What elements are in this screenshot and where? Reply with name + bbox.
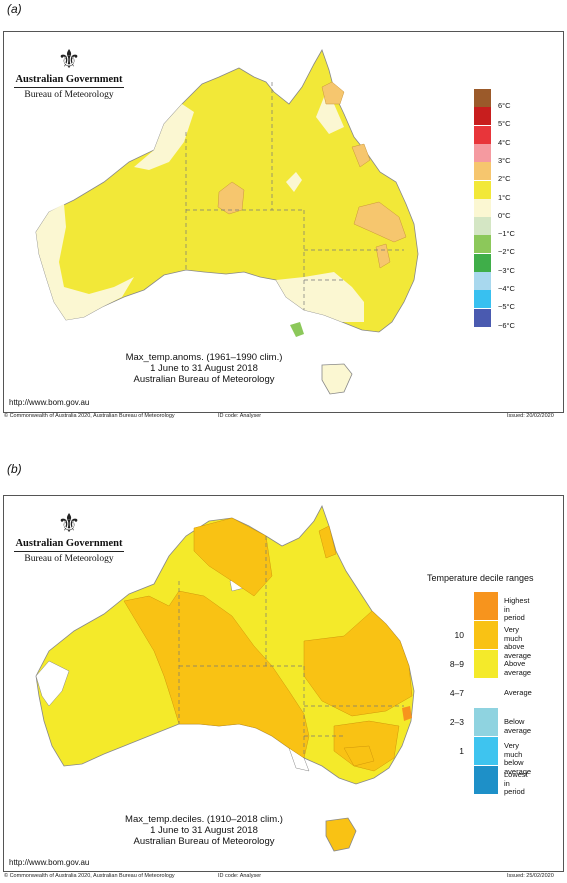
decile-legend-number: 10 xyxy=(454,630,464,640)
panel-a-label: (a) xyxy=(7,2,22,16)
very-much-above-north xyxy=(193,517,273,597)
anomaly-legend-swatch xyxy=(474,107,491,127)
caption-a-line2: 1 June to 31 August 2018 xyxy=(150,363,258,374)
coat-of-arms-icon: ⚜ xyxy=(57,44,81,74)
very-much-above-east xyxy=(303,610,413,717)
anomaly-legend-label: −3°C xyxy=(498,265,515,275)
warm-patch-east xyxy=(353,201,407,243)
caption-a: Max_temp.anoms. (1961–1990 clim.) 1 June… xyxy=(54,352,354,385)
anomaly-legend-swatch xyxy=(474,253,491,273)
near-average-spot xyxy=(286,172,302,192)
very-much-above-victoria xyxy=(343,745,375,767)
state-borders xyxy=(185,82,404,310)
decile-legend-description: Above average xyxy=(504,659,532,677)
decile-legend-swatch xyxy=(474,592,498,620)
gov-title-a: Australian Government xyxy=(14,74,124,88)
anomaly-legend-swatch xyxy=(474,235,491,255)
anomaly-legend-label: 6°C xyxy=(498,101,511,110)
anomaly-legend-label: −5°C xyxy=(498,302,515,312)
anomaly-legend-swatch xyxy=(474,180,491,200)
caption-b-line1: Max_temp.deciles. (1910–2018 clim.) xyxy=(125,814,283,825)
anomaly-legend-label: −2°C xyxy=(498,247,515,257)
anomaly-legend-swatch xyxy=(474,143,491,163)
decile-legend-swatch xyxy=(474,708,498,736)
anomaly-legend-swatch xyxy=(474,308,491,328)
anomaly-legend-label: 1°C xyxy=(498,192,511,202)
url-b[interactable]: http://www.bom.gov.au xyxy=(9,858,90,867)
decile-legend-description: Highest in period xyxy=(504,596,530,622)
highest-patch xyxy=(402,706,412,721)
panel-a-map-frame: ⚜ Australian Government Bureau of Meteor… xyxy=(3,31,564,413)
anomaly-legend-swatch xyxy=(474,217,491,237)
gov-logo-b: ⚜ Australian Government Bureau of Meteor… xyxy=(14,508,124,564)
decile-legend-description: Average xyxy=(504,688,532,697)
decile-legend-description: Lowest in period xyxy=(504,770,528,796)
very-much-above-capeyork xyxy=(318,525,337,559)
decile-legend-number: 1 xyxy=(459,746,464,756)
decile-legend-swatch xyxy=(474,737,498,765)
near-average-capeyork xyxy=(316,92,344,134)
tasmania-b xyxy=(325,817,357,852)
anomaly-legend-label: −4°C xyxy=(498,284,515,293)
gov-logo-a: ⚜ Australian Government Bureau of Meteor… xyxy=(14,44,124,100)
anomaly-legend-label: 0°C xyxy=(498,210,511,220)
url-a[interactable]: http://www.bom.gov.au xyxy=(9,398,90,407)
coat-of-arms-icon-b: ⚜ xyxy=(57,508,81,538)
decile-legend-swatch xyxy=(474,621,498,649)
panel-b-map-frame: ⚜ Australian Government Bureau of Meteor… xyxy=(3,495,564,872)
warm-patch-capeyork xyxy=(321,81,345,105)
anomaly-legend-swatch xyxy=(474,272,491,291)
anomaly-legend-label: 3°C xyxy=(498,155,511,165)
near-average-kimberley xyxy=(134,104,194,170)
caption-b-line2: 1 June to 31 August 2018 xyxy=(150,825,258,836)
gov-subtitle-a: Bureau of Meteorology xyxy=(24,90,114,100)
decile-legend-number: 8–9 xyxy=(449,659,464,669)
state-borders-b xyxy=(178,536,404,758)
warm-patch-qld xyxy=(351,143,371,168)
footer-a-mid: ID code: Analyser xyxy=(218,413,262,419)
decile-legend-description: Very much above average xyxy=(504,625,532,660)
decile-legend-swatch xyxy=(474,650,498,678)
anomaly-legend-label: −6°C xyxy=(498,320,515,330)
decile-legend-swatch xyxy=(474,679,498,707)
panel-b-label: (b) xyxy=(7,462,22,476)
tasmania xyxy=(321,363,353,395)
anomaly-legend-label: −1°C xyxy=(498,229,515,239)
anomaly-legend-swatch xyxy=(474,89,491,108)
decile-legend-title: Temperature decile ranges xyxy=(427,573,534,583)
anomaly-legend-swatch xyxy=(474,198,491,218)
decile-legend-description: Below average xyxy=(504,717,532,735)
anomaly-legend-swatch xyxy=(474,290,491,310)
caption-a-line3: Australian Bureau of Meteorology xyxy=(133,374,275,385)
near-average-west xyxy=(36,204,134,320)
decile-legend-number: 2–3 xyxy=(449,717,464,727)
footer-a-right: Issued: 20/02/2020 xyxy=(507,413,554,419)
decile-legend-number: 4–7 xyxy=(449,688,464,698)
footer-b-left: © Commonwealth of Australia 2020, Austra… xyxy=(4,873,175,879)
footer-b-mid: ID code: Analyser xyxy=(218,873,262,879)
footer-b-right: Issued: 25/02/2020 xyxy=(507,873,554,879)
footer-a-left: © Commonwealth of Australia 2020, Austra… xyxy=(4,413,175,419)
anomaly-legend-swatch xyxy=(474,162,491,182)
gov-title-b: Australian Government xyxy=(14,538,124,552)
decile-legend-swatch xyxy=(474,766,498,794)
anomaly-legend-label: 5°C xyxy=(498,119,511,129)
very-much-above-central xyxy=(123,590,310,759)
warm-patch-nsw xyxy=(375,243,391,269)
caption-b: Max_temp.deciles. (1910–2018 clim.) 1 Ju… xyxy=(54,814,354,847)
cool-patch-victoria xyxy=(290,322,304,337)
anomaly-legend-label: 2°C xyxy=(498,174,511,184)
near-average-southeast xyxy=(276,272,364,322)
average-west xyxy=(35,660,70,707)
australia-anomaly-map xyxy=(35,49,419,395)
caption-a-line1: Max_temp.anoms. (1961–1990 clim.) xyxy=(125,352,283,363)
anomaly-legend-swatch xyxy=(474,125,491,145)
gov-subtitle-b: Bureau of Meteorology xyxy=(24,554,114,564)
anomaly-legend-label: 4°C xyxy=(498,137,511,147)
australia-decile-map xyxy=(35,505,415,852)
caption-b-line3: Australian Bureau of Meteorology xyxy=(133,836,275,847)
decile-legend-description: Very much below average xyxy=(504,741,532,776)
